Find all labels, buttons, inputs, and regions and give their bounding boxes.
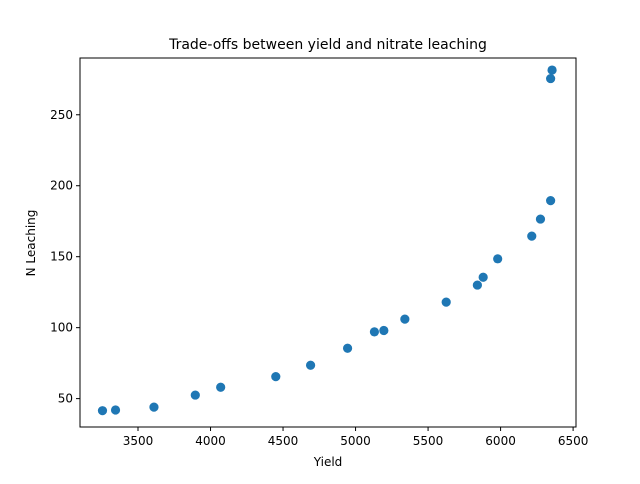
- x-tick-label: 5000: [340, 434, 371, 448]
- data-point-15: [527, 231, 537, 241]
- data-point-4: [216, 382, 226, 392]
- data-point-17: [546, 196, 556, 206]
- data-point-13: [478, 272, 488, 282]
- y-tick-label: 50: [58, 392, 73, 406]
- y-axis-label: N Leaching: [24, 210, 38, 277]
- x-tick-label: 6500: [558, 434, 589, 448]
- y-tick-label: 100: [50, 321, 73, 335]
- x-tick-label: 6000: [485, 434, 516, 448]
- y-tick-label: 150: [50, 250, 73, 264]
- data-point-9: [379, 325, 389, 336]
- data-point-14: [493, 254, 503, 264]
- data-point-8: [369, 327, 380, 337]
- data-point-0: [97, 406, 108, 416]
- data-point-7: [342, 343, 353, 353]
- data-point-5: [271, 372, 281, 382]
- x-tick-label: 5500: [413, 434, 444, 448]
- data-point-3: [190, 390, 200, 400]
- y-tick-label: 200: [50, 179, 73, 193]
- chart-title: Trade-offs between yield and nitrate lea…: [168, 37, 487, 53]
- x-axis-label: Yield: [313, 455, 343, 469]
- data-point-18: [546, 73, 556, 84]
- y-tick-label: 250: [50, 108, 73, 122]
- x-axis-ticks: 3500 4000 4500 5000 5500 6000 6500: [123, 427, 589, 448]
- x-tick-label: 4000: [195, 434, 226, 448]
- data-point-11: [441, 297, 451, 307]
- data-point-2: [149, 402, 159, 412]
- data-point-6: [305, 360, 316, 370]
- y-axis-ticks: 50 100 150 200 250: [50, 108, 80, 406]
- x-tick-label: 3500: [123, 434, 154, 448]
- data-point-10: [400, 314, 410, 324]
- data-point-16: [535, 214, 546, 224]
- plot-area-frame: [79, 57, 577, 428]
- data-point-19: [547, 65, 557, 75]
- data-points: [97, 65, 557, 416]
- x-tick-label: 4500: [268, 434, 299, 448]
- data-point-1: [110, 405, 121, 415]
- data-point-12: [472, 280, 482, 290]
